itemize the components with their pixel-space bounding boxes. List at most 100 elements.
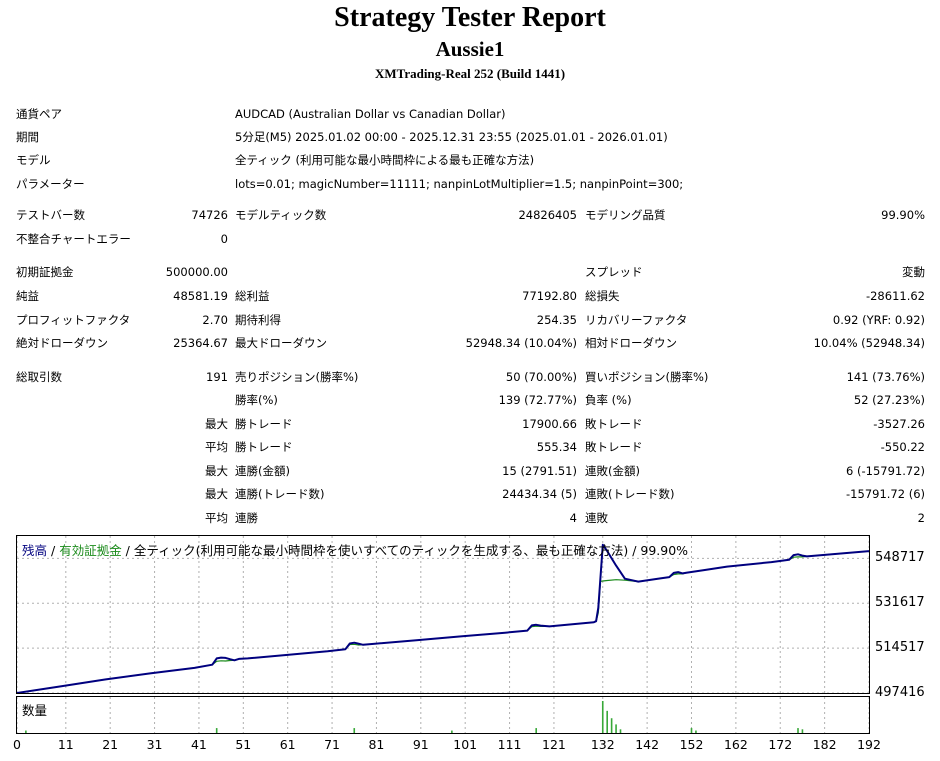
expected-value: 254.35 — [536, 313, 577, 327]
legend-equity: 有効証拠金 — [59, 543, 122, 558]
x-tick-label: 132 — [590, 737, 615, 752]
largest-win-label: 勝トレード — [235, 417, 293, 431]
deposit-label: 初期証拠金 — [16, 265, 74, 279]
cons-wins-count-label: 連勝(トレード数) — [235, 487, 325, 501]
server-info: XMTrading-Real 252 (Build 1441) — [374, 66, 566, 81]
cons-wins-count-value: 24434.34 (5) — [502, 487, 577, 501]
legend-separator: / — [47, 543, 60, 558]
mismatch-label: 不整合チャートエラー — [16, 232, 131, 246]
avg-cons-wins-value: 4 — [569, 511, 577, 525]
pf-value: 2.70 — [202, 313, 228, 327]
cons-losses-count-value: -15791.72 (6) — [846, 487, 925, 501]
balance-chart: 残高 / 有効証拠金 / 全ティック(利用可能な最小時間枠を使いすべてのティック… — [16, 535, 870, 694]
ticks-value: 24826405 — [518, 208, 577, 222]
max-dd-value: 52948.34 (10.04%) — [465, 336, 577, 350]
x-tick-label: 121 — [542, 737, 566, 752]
volume-bar — [535, 728, 537, 733]
win-pct-value: 139 (72.77%) — [498, 393, 577, 407]
gross-loss-label: 総損失 — [585, 289, 620, 303]
avg-loss-label: 敗トレード — [585, 440, 643, 454]
max-prefix-2: 最大 — [205, 464, 228, 478]
avg-win-label: 勝トレード — [235, 440, 293, 454]
abs-dd-value: 25364.67 — [173, 336, 228, 350]
cons-wins-money-value: 15 (2791.51) — [502, 464, 577, 478]
spread-value: 変動 — [902, 265, 925, 279]
volume-bar — [451, 730, 453, 733]
volume-bar — [619, 729, 622, 733]
volume-chart: 数量 — [16, 696, 870, 734]
volume-bar — [695, 730, 697, 733]
y-tick-label: 548717 — [875, 550, 925, 566]
x-tick-label: 31 — [146, 737, 163, 752]
x-tick-label: 91 — [412, 737, 429, 752]
trades-label: 総取引数 — [16, 370, 62, 384]
x-tick-label: 11 — [57, 737, 74, 752]
trades-value: 191 — [206, 370, 228, 384]
spread-label: スプレッド — [585, 265, 643, 279]
cons-losses-count-label: 連敗(トレード数) — [585, 487, 675, 501]
rel-dd-label: 相対ドローダウン — [585, 336, 677, 350]
win-pct-label: 勝率(%) — [235, 393, 278, 407]
gross-loss-value: -28611.62 — [865, 289, 925, 303]
x-tick-label: 61 — [279, 737, 296, 752]
x-tick-label: 182 — [812, 737, 837, 752]
x-tick-label: 71 — [324, 737, 341, 752]
bars-label: テストバー数 — [16, 208, 85, 222]
expected-label: 期待利得 — [235, 313, 281, 327]
legend-model: / 全ティック(利用可能な最小時間枠を使いすべてのティックを生成する、最も正確な… — [121, 543, 689, 558]
legend-balance: 残高 — [22, 543, 48, 558]
y-tick-label: 514517 — [875, 640, 925, 656]
balance-line — [17, 543, 869, 693]
avg-win-value: 555.34 — [536, 440, 577, 454]
largest-win-value: 17900.66 — [522, 417, 577, 431]
info-label-model: モデル — [16, 153, 51, 167]
largest-loss-label: 敗トレード — [585, 417, 643, 431]
x-tick-label: 142 — [635, 737, 660, 752]
x-tick-label: 162 — [723, 737, 748, 752]
x-tick-label: 101 — [453, 737, 478, 752]
avg-loss-value: -550.22 — [880, 440, 925, 454]
abs-dd-label: 絶対ドローダウン — [16, 336, 108, 350]
cons-losses-money-label: 連敗(金額) — [585, 464, 640, 478]
quality-label: モデリング品質 — [585, 208, 666, 222]
volume-bar — [801, 729, 804, 733]
x-tick-label: 51 — [235, 737, 252, 752]
volume-bar — [353, 728, 356, 733]
volume-bar — [690, 728, 693, 733]
avg-prefix: 平均 — [205, 440, 228, 454]
short-label: 売りポジション(勝率%) — [235, 370, 359, 384]
ticks-label: モデルティック数 — [235, 208, 327, 222]
net-value: 48581.19 — [173, 289, 228, 303]
x-tick-label: 172 — [768, 737, 793, 752]
x-tick-label: 111 — [497, 737, 522, 752]
report-title: Strategy Tester Report — [334, 2, 606, 33]
info-value-period: 5分足(M5) 2025.01.02 00:00 - 2025.12.31 23… — [235, 130, 668, 144]
gross-profit-value: 77192.80 — [522, 289, 577, 303]
volume-bar — [606, 710, 608, 733]
volume-bar — [215, 728, 218, 733]
chart-legend: 残高 / 有効証拠金 / 全ティック(利用可能な最小時間枠を使いすべてのティック… — [22, 540, 688, 559]
avg-cons-losses-label: 連敗 — [585, 511, 608, 525]
mismatch-value: 0 — [220, 232, 228, 246]
volume-bar — [610, 718, 613, 733]
max-dd-label: 最大ドローダウン — [235, 336, 327, 350]
balance-chart-plot — [17, 536, 869, 693]
info-label-symbol: 通貨ペア — [16, 107, 62, 121]
cons-wins-money-label: 連勝(金額) — [235, 464, 290, 478]
ea-name: Aussie1 — [435, 37, 505, 61]
info-value-parameters: lots=0.01; magicNumber=11111; nanpinLotM… — [235, 177, 684, 191]
gross-profit-label: 総利益 — [235, 289, 270, 303]
quality-value: 99.90% — [881, 208, 925, 222]
x-tick-label: 41 — [190, 737, 207, 752]
x-tick-label: 81 — [368, 737, 385, 752]
rel-dd-value: 10.04% (52948.34) — [813, 336, 925, 350]
volume-bar — [615, 724, 617, 733]
info-label-period: 期間 — [16, 130, 39, 144]
volume-bar — [601, 701, 604, 733]
net-label: 純益 — [16, 289, 39, 303]
bars-value: 74726 — [191, 208, 228, 222]
avg-prefix-2: 平均 — [205, 511, 228, 525]
y-tick-label: 497416 — [875, 685, 925, 700]
long-label: 買いポジション(勝率%) — [585, 370, 709, 384]
long-value: 141 (73.76%) — [846, 370, 925, 384]
